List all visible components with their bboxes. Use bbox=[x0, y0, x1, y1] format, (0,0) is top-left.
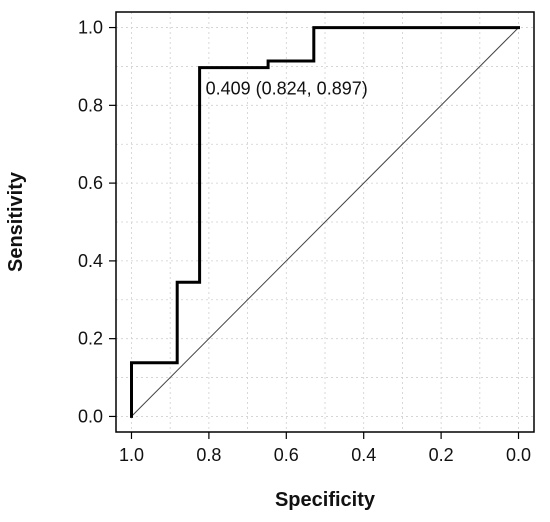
x-axis-title: Specificity bbox=[275, 489, 376, 511]
x-tick-label: 1.0 bbox=[119, 445, 144, 465]
y-tick-label: 1.0 bbox=[78, 18, 103, 38]
roc-curve-line bbox=[130, 26, 520, 418]
y-tick-label: 0.0 bbox=[78, 406, 103, 426]
axis-ticks: 1.0 0.8 0.6 0.4 0.2 0.0 0.0 0.2 0.4 0.6 0.8 1.0 bbox=[78, 18, 531, 465]
curve-layer bbox=[130, 26, 520, 418]
y-tick-label: 0.2 bbox=[78, 329, 103, 349]
x-tick-label: 0.8 bbox=[196, 445, 221, 465]
optimal-cutoff-annotation: 0.409 (0.824, 0.897) bbox=[206, 79, 368, 99]
x-tick-label: 0.6 bbox=[274, 445, 299, 465]
x-tick-label: 0.0 bbox=[506, 445, 531, 465]
y-tick-label: 0.4 bbox=[78, 251, 103, 271]
y-axis-title: Sensitivity bbox=[5, 171, 27, 272]
reference-layer bbox=[131, 27, 519, 417]
x-tick-label: 0.4 bbox=[351, 445, 376, 465]
reference-diagonal-line bbox=[131, 27, 519, 417]
y-tick-label: 0.8 bbox=[78, 95, 103, 115]
plot-frame bbox=[115, 11, 535, 433]
y-tick-label: 0.6 bbox=[78, 173, 103, 193]
annotation-layer: 0.409 (0.824, 0.897) bbox=[206, 79, 368, 99]
x-tick-label: 0.2 bbox=[429, 445, 454, 465]
